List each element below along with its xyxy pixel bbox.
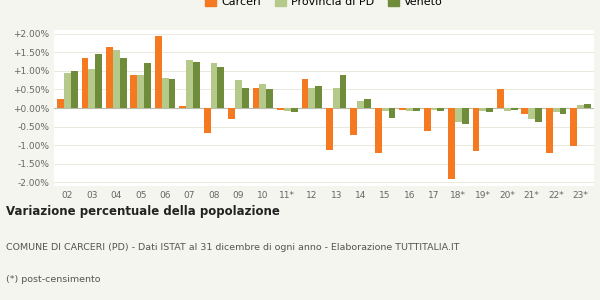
Bar xyxy=(106,47,113,108)
Bar xyxy=(315,86,322,108)
Bar xyxy=(144,63,151,108)
Bar xyxy=(528,108,535,119)
Bar xyxy=(137,75,144,108)
Bar xyxy=(521,108,528,114)
Bar xyxy=(82,58,88,108)
Bar xyxy=(193,61,200,108)
Bar xyxy=(375,108,382,153)
Bar xyxy=(406,108,413,111)
Bar xyxy=(560,108,566,114)
Bar xyxy=(382,108,389,111)
Bar xyxy=(88,69,95,108)
Bar xyxy=(535,108,542,122)
Bar xyxy=(162,77,169,108)
Bar xyxy=(462,108,469,124)
Bar xyxy=(479,108,486,111)
Text: (*) post-censimento: (*) post-censimento xyxy=(6,274,101,284)
Text: COMUNE DI CARCERI (PD) - Dati ISTAT al 31 dicembre di ogni anno - Elaborazione T: COMUNE DI CARCERI (PD) - Dati ISTAT al 3… xyxy=(6,243,460,252)
Bar xyxy=(277,108,284,110)
Text: Variazione percentuale della popolazione: Variazione percentuale della popolazione xyxy=(6,206,280,218)
Bar xyxy=(389,108,395,119)
Bar xyxy=(399,108,406,110)
Bar xyxy=(340,75,346,108)
Bar xyxy=(217,67,224,108)
Bar xyxy=(291,108,298,112)
Bar xyxy=(120,58,127,108)
Bar xyxy=(71,71,78,108)
Bar xyxy=(204,108,211,133)
Bar xyxy=(437,108,444,111)
Bar xyxy=(504,108,511,111)
Bar xyxy=(155,36,162,108)
Bar xyxy=(64,74,71,108)
Bar xyxy=(486,108,493,112)
Bar xyxy=(357,100,364,108)
Bar xyxy=(497,89,504,108)
Bar xyxy=(546,108,553,153)
Bar xyxy=(413,108,420,111)
Bar xyxy=(424,108,431,131)
Bar xyxy=(308,88,315,108)
Bar xyxy=(228,108,235,119)
Bar xyxy=(473,108,479,151)
Bar xyxy=(511,108,518,110)
Bar xyxy=(284,108,291,111)
Bar xyxy=(179,106,186,108)
Bar xyxy=(235,80,242,108)
Bar xyxy=(570,108,577,146)
Bar xyxy=(553,108,560,112)
Bar xyxy=(448,108,455,178)
Bar xyxy=(130,75,137,108)
Bar xyxy=(326,108,333,150)
Bar xyxy=(350,108,357,135)
Bar xyxy=(584,103,591,108)
Bar xyxy=(242,88,249,108)
Bar xyxy=(113,50,120,108)
Bar xyxy=(455,108,462,122)
Bar xyxy=(431,108,437,110)
Bar xyxy=(253,88,259,108)
Bar xyxy=(266,89,273,108)
Bar xyxy=(302,79,308,108)
Bar xyxy=(364,99,371,108)
Bar xyxy=(259,84,266,108)
Bar xyxy=(95,54,102,108)
Bar xyxy=(333,88,340,108)
Bar xyxy=(186,61,193,108)
Bar xyxy=(577,105,584,108)
Bar xyxy=(169,79,175,108)
Legend: Carceri, Provincia di PD, Veneto: Carceri, Provincia di PD, Veneto xyxy=(200,0,448,11)
Bar xyxy=(57,99,64,108)
Bar xyxy=(211,63,217,108)
